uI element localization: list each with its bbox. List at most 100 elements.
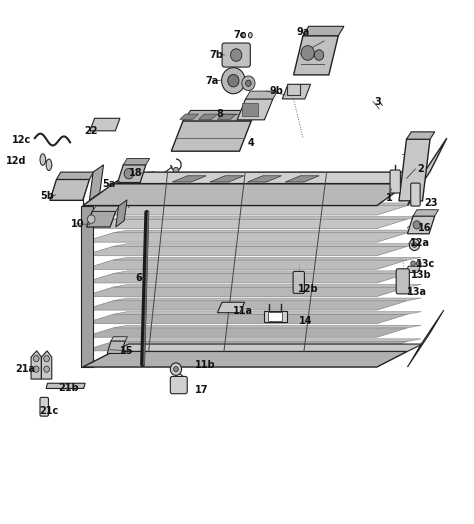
Text: 21c: 21c bbox=[39, 406, 59, 416]
Polygon shape bbox=[46, 383, 85, 388]
Ellipse shape bbox=[40, 154, 46, 165]
Text: 10: 10 bbox=[72, 219, 85, 229]
Circle shape bbox=[410, 239, 419, 250]
Text: 3: 3 bbox=[374, 96, 381, 106]
Polygon shape bbox=[50, 179, 90, 200]
Text: 17: 17 bbox=[195, 385, 208, 395]
Text: 21b: 21b bbox=[58, 384, 79, 394]
Polygon shape bbox=[81, 205, 93, 367]
Polygon shape bbox=[113, 244, 421, 246]
FancyBboxPatch shape bbox=[411, 183, 420, 206]
Polygon shape bbox=[111, 337, 128, 341]
Text: 9a: 9a bbox=[297, 27, 310, 37]
Polygon shape bbox=[83, 314, 408, 324]
Polygon shape bbox=[113, 298, 421, 301]
Circle shape bbox=[33, 366, 39, 372]
Text: 22: 22 bbox=[84, 126, 98, 136]
Polygon shape bbox=[113, 203, 421, 205]
Text: 7b: 7b bbox=[209, 50, 223, 60]
FancyBboxPatch shape bbox=[264, 311, 286, 322]
Polygon shape bbox=[285, 176, 319, 182]
Polygon shape bbox=[283, 84, 310, 99]
Ellipse shape bbox=[248, 32, 252, 38]
Polygon shape bbox=[116, 200, 127, 227]
Circle shape bbox=[411, 261, 415, 266]
Polygon shape bbox=[113, 325, 421, 328]
Polygon shape bbox=[113, 257, 421, 260]
Polygon shape bbox=[83, 328, 408, 337]
Text: 7a: 7a bbox=[205, 75, 219, 85]
Ellipse shape bbox=[242, 32, 246, 38]
Circle shape bbox=[170, 363, 182, 375]
Ellipse shape bbox=[46, 159, 52, 170]
Polygon shape bbox=[413, 210, 438, 216]
Polygon shape bbox=[83, 233, 408, 242]
Text: 12c: 12c bbox=[12, 135, 31, 145]
FancyBboxPatch shape bbox=[222, 43, 250, 67]
Circle shape bbox=[222, 68, 245, 94]
Circle shape bbox=[44, 366, 49, 372]
Polygon shape bbox=[218, 302, 245, 313]
Polygon shape bbox=[118, 165, 146, 182]
Polygon shape bbox=[90, 118, 120, 131]
Polygon shape bbox=[247, 176, 282, 182]
Text: 23: 23 bbox=[424, 199, 438, 209]
Circle shape bbox=[173, 167, 179, 173]
Polygon shape bbox=[399, 139, 430, 201]
Polygon shape bbox=[90, 165, 103, 200]
Polygon shape bbox=[199, 114, 218, 119]
Polygon shape bbox=[113, 312, 421, 314]
Polygon shape bbox=[113, 230, 421, 233]
Polygon shape bbox=[83, 301, 408, 310]
Circle shape bbox=[44, 356, 49, 362]
Text: 13b: 13b bbox=[411, 269, 432, 279]
FancyBboxPatch shape bbox=[390, 170, 401, 193]
Text: 4: 4 bbox=[247, 138, 254, 148]
Circle shape bbox=[301, 46, 314, 60]
Text: 15: 15 bbox=[120, 346, 134, 356]
Circle shape bbox=[33, 356, 39, 362]
FancyBboxPatch shape bbox=[268, 312, 282, 321]
Text: 12a: 12a bbox=[410, 238, 430, 248]
Circle shape bbox=[173, 366, 178, 372]
Polygon shape bbox=[83, 260, 408, 269]
Circle shape bbox=[228, 74, 239, 87]
Text: 5b: 5b bbox=[40, 191, 54, 201]
Polygon shape bbox=[123, 159, 150, 165]
Polygon shape bbox=[218, 114, 236, 119]
Polygon shape bbox=[31, 351, 41, 379]
Circle shape bbox=[314, 50, 324, 60]
Polygon shape bbox=[113, 271, 421, 274]
Polygon shape bbox=[83, 246, 408, 256]
Circle shape bbox=[246, 80, 251, 86]
Text: 18: 18 bbox=[129, 168, 143, 178]
Polygon shape bbox=[107, 341, 125, 354]
Polygon shape bbox=[408, 138, 447, 205]
Polygon shape bbox=[83, 183, 408, 205]
Polygon shape bbox=[180, 114, 199, 119]
Text: 13a: 13a bbox=[407, 287, 427, 297]
Polygon shape bbox=[293, 36, 338, 75]
Text: 9b: 9b bbox=[269, 86, 283, 96]
Text: 12d: 12d bbox=[6, 156, 27, 166]
Text: 12b: 12b bbox=[298, 284, 319, 294]
Polygon shape bbox=[406, 266, 420, 272]
Circle shape bbox=[416, 261, 421, 266]
Polygon shape bbox=[83, 352, 408, 367]
Circle shape bbox=[242, 76, 255, 91]
Polygon shape bbox=[246, 91, 278, 99]
Text: 14: 14 bbox=[299, 315, 313, 325]
Polygon shape bbox=[408, 310, 444, 367]
Polygon shape bbox=[172, 176, 206, 182]
Polygon shape bbox=[113, 344, 423, 352]
Polygon shape bbox=[171, 121, 251, 151]
Text: 6: 6 bbox=[136, 272, 142, 282]
Polygon shape bbox=[210, 176, 244, 182]
Polygon shape bbox=[183, 111, 259, 121]
Text: 11a: 11a bbox=[233, 305, 254, 315]
Polygon shape bbox=[113, 172, 424, 183]
Circle shape bbox=[230, 49, 242, 61]
Polygon shape bbox=[87, 211, 116, 227]
Polygon shape bbox=[113, 216, 421, 219]
Text: 2: 2 bbox=[417, 164, 424, 174]
